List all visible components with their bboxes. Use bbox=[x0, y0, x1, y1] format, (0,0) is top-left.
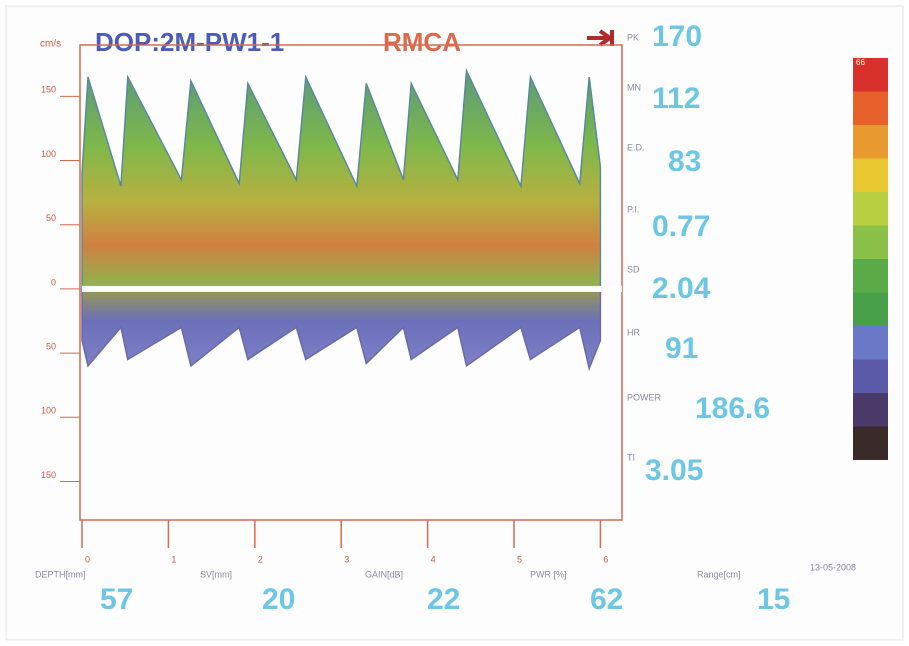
field-label: SV[mm] bbox=[200, 569, 232, 579]
field-label: PWR [%] bbox=[530, 569, 567, 579]
field-label: DEPTH[mm] bbox=[35, 569, 86, 579]
vessel: RMCA bbox=[383, 27, 461, 57]
y-tick-label: 50 bbox=[46, 341, 56, 351]
y-tick-label: 150 bbox=[41, 470, 56, 480]
field-value: 57 bbox=[100, 583, 133, 616]
parameter-label: MN bbox=[627, 82, 641, 92]
scale-segment bbox=[853, 259, 888, 293]
unit: cm/s bbox=[40, 39, 61, 50]
parameter-value: 91 bbox=[665, 332, 698, 365]
x-tick-label: 5 bbox=[517, 554, 522, 564]
scale-max: 66 bbox=[856, 58, 865, 67]
x-tick-label: 2 bbox=[258, 554, 263, 564]
scale-segment bbox=[853, 360, 888, 394]
scale-segment bbox=[853, 427, 888, 461]
parameter-label: POWER bbox=[627, 392, 662, 402]
x-tick-label: 6 bbox=[603, 554, 608, 564]
parameter-label: HR bbox=[627, 327, 640, 337]
y-tick-label: 150 bbox=[41, 85, 56, 95]
field-label: Range[cm] bbox=[697, 569, 741, 579]
y-tick-label: 50 bbox=[46, 213, 56, 223]
parameter-value: 112 bbox=[652, 82, 700, 115]
scale-segment bbox=[853, 92, 888, 126]
scale-segment bbox=[853, 326, 888, 360]
date: 13-05-2008 bbox=[810, 562, 856, 572]
field-value: 62 bbox=[590, 583, 623, 616]
field-value: 22 bbox=[427, 583, 460, 616]
baseline bbox=[82, 286, 622, 292]
scale-segment bbox=[853, 192, 888, 226]
parameter-value: 2.04 bbox=[652, 272, 711, 305]
x-tick-label: 0 bbox=[85, 554, 90, 564]
field-value: 15 bbox=[757, 583, 790, 616]
x-tick-label: 3 bbox=[344, 554, 349, 564]
parameter-value: 186.6 bbox=[695, 392, 770, 425]
field-label: GAIN[dB] bbox=[365, 569, 403, 579]
scale-segment bbox=[853, 293, 888, 327]
parameter-value: 83 bbox=[668, 145, 701, 178]
parameter-value: 3.05 bbox=[645, 454, 703, 487]
scale-segment bbox=[853, 226, 888, 260]
scale-segment bbox=[853, 125, 888, 159]
y-tick-label: 0 bbox=[51, 277, 56, 287]
doppler-screen: cm/s DOP:2M-PW1-1 RMCA 66 13-05-2008 150… bbox=[0, 0, 909, 646]
y-tick-label: 100 bbox=[41, 149, 56, 159]
parameter-label: TI bbox=[627, 452, 635, 462]
parameter-label: SD bbox=[627, 264, 640, 274]
x-tick-label: 4 bbox=[431, 554, 436, 564]
scale-segment bbox=[853, 159, 888, 193]
color-scale bbox=[853, 58, 888, 460]
parameter-label: P.I. bbox=[627, 204, 639, 214]
y-tick-label: 100 bbox=[41, 406, 56, 416]
page: {"header": {"unit": "cm/s", "title": "DO… bbox=[0, 0, 909, 646]
parameter-label: E.D. bbox=[627, 142, 645, 152]
x-tick-label: 1 bbox=[171, 554, 176, 564]
field-value: 20 bbox=[262, 583, 295, 616]
title: DOP:2M-PW1-1 bbox=[95, 27, 284, 57]
parameter-label: PK bbox=[627, 32, 639, 42]
parameter-value: 170 bbox=[652, 20, 702, 53]
parameter-value: 0.77 bbox=[652, 210, 710, 243]
scale-segment bbox=[853, 393, 888, 427]
